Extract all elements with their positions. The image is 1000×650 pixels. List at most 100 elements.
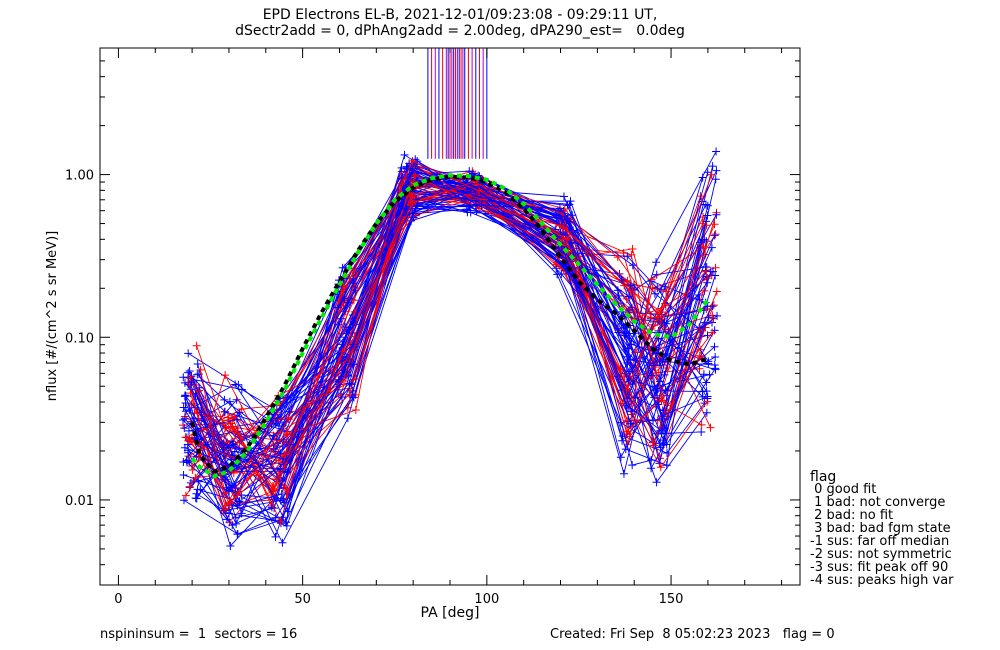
data-point-marker [702,221,711,230]
data-point-marker [699,370,708,379]
data-point-marker [707,170,716,179]
data-point-marker [183,440,192,449]
data-point-marker [553,270,562,279]
data-point-marker [656,443,665,452]
footer-left: nspininsum = 1 sectors = 16 [100,627,298,642]
data-point-marker [197,408,206,417]
data-point-marker [283,488,292,497]
data-point-marker [232,519,241,528]
data-point-marker [411,171,420,180]
data-point-marker [276,464,285,473]
data-point-marker [628,244,637,253]
data-point-marker [479,195,488,204]
data-point-marker [628,461,637,470]
data-point-marker [704,313,713,322]
data-point-marker [622,352,631,361]
data-point-marker [180,392,189,401]
data-point-marker [184,448,193,457]
data-point-marker [179,403,188,412]
data-point-marker [628,407,637,416]
data-point-marker [233,501,242,510]
data-point-marker [566,197,575,206]
legend-item: 3 bad: bad fgm state [810,521,951,536]
data-point-marker [703,211,712,220]
data-point-marker [623,276,632,285]
data-point-marker [712,166,721,175]
spectrum-line [189,183,701,503]
data-point-marker [712,287,721,296]
spectrum-line [185,172,709,493]
fit-curves-group [190,173,710,479]
data-point-marker [552,264,561,273]
spectrum-line [193,205,717,511]
data-point-marker [697,420,706,429]
spectrum-line [191,199,708,467]
spectrum-line [189,162,700,490]
data-point-marker [278,495,287,504]
data-point-marker [278,538,287,547]
data-point-marker [710,360,719,369]
data-point-marker [277,490,286,499]
x-tick-label: 0 [114,592,122,607]
legend-item: 0 good fit [810,482,877,497]
data-point-marker [225,397,234,406]
data-point-marker [345,379,354,388]
data-point-marker [279,513,288,522]
spectrum-line [194,184,702,492]
data-point-marker [179,458,188,467]
data-point-marker [623,252,632,261]
spectrum-line [197,178,703,521]
data-point-marker [349,296,358,305]
black-fit-curve [190,174,709,474]
y-axis-label: nflux [#/(cm^2 s sr MeV)] [45,231,60,401]
data-point-marker [654,313,663,322]
chart-title-line1: EPD Electrons EL-B, 2021-12-01/09:23:08 … [262,7,658,23]
data-point-marker [179,470,188,479]
data-point-marker [282,521,291,530]
x-tick-label: 100 [474,592,499,607]
y-tick-label: 0.10 [65,331,94,346]
data-point-marker [283,393,292,402]
data-point-marker [662,287,671,296]
data-point-marker [631,393,640,402]
data-point-marker [471,200,480,209]
data-point-marker [223,413,232,422]
footer-right: Created: Fri Sep 8 05:02:23 2023 flag = … [550,627,835,642]
data-point-marker [648,438,657,447]
data-point-marker [662,448,671,457]
data-point-marker [338,340,347,349]
data-point-marker [232,415,241,424]
data-point-marker [713,311,722,320]
data-point-marker [221,501,230,510]
data-point-marker [184,436,193,445]
legend-item: -4 sus: peaks high var [810,573,954,588]
data-point-marker [233,530,242,539]
data-point-marker [703,392,712,401]
data-point-marker [220,407,229,416]
data-point-marker [562,235,571,244]
data-point-marker [285,407,294,416]
data-point-marker [708,328,717,337]
data-point-marker [224,509,233,518]
data-point-marker [555,204,564,213]
data-point-marker [180,378,189,387]
legend-item: 1 bad: not converge [810,495,946,510]
data-point-marker [465,201,474,210]
data-point-marker [616,453,625,462]
data-point-marker [477,201,486,210]
data-point-marker [234,380,243,389]
data-point-marker [333,303,342,312]
legend-title: flag [810,469,837,485]
data-point-marker [267,503,276,512]
data-point-marker [193,359,202,368]
data-point-marker [284,415,293,424]
data-point-marker [184,426,193,435]
data-point-marker [660,318,669,327]
data-point-marker [351,405,360,414]
data-point-marker [343,414,352,423]
data-point-marker [349,340,358,349]
data-point-marker [660,424,669,433]
data-point-marker [702,266,711,275]
data-point-marker [229,440,238,449]
